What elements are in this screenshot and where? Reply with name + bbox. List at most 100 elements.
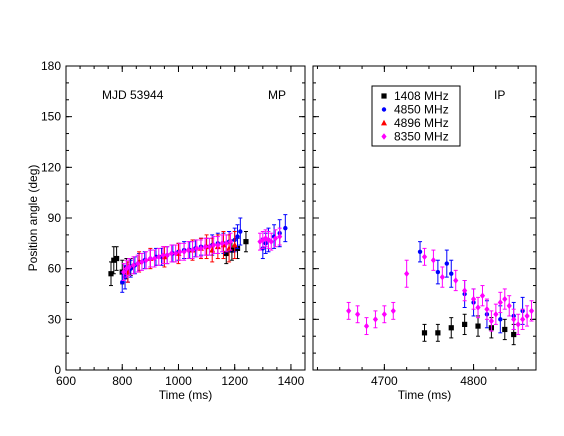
- left-plot-frame: [65, 65, 306, 371]
- data-point: [528, 307, 535, 315]
- y-tick-label: 0: [54, 363, 61, 377]
- series-1408-mhz: [421, 313, 517, 346]
- left-panel: 600 800 1000 1200 1400 0 30 60 90 120 150 180 Time (…: [26, 59, 306, 402]
- data-point: [156, 253, 162, 261]
- data-point: [231, 241, 238, 248]
- legend-marker-8350-mhz: [381, 133, 387, 140]
- data-point: [479, 292, 486, 299]
- legend-label-4896-mhz: 4896 MHz: [394, 116, 449, 130]
- data-point: [488, 317, 494, 325]
- data-point: [194, 245, 200, 252]
- data-point: [448, 325, 454, 331]
- data-point: [202, 243, 208, 250]
- data-point: [223, 240, 229, 247]
- data-point: [263, 235, 269, 242]
- y-axis-label: Position angle (deg): [26, 165, 40, 272]
- data-point: [147, 255, 153, 262]
- y-tick-label: 180: [41, 59, 61, 73]
- data-point: [160, 251, 166, 259]
- data-point: [243, 239, 249, 245]
- data-point: [164, 251, 170, 259]
- legend-marker-1408-mhz: [381, 93, 387, 99]
- data-point: [114, 255, 120, 262]
- data-point: [381, 311, 387, 318]
- data-point: [444, 261, 449, 266]
- data-point: [211, 241, 217, 249]
- data-point: [120, 279, 125, 285]
- series-8350-mhz: [121, 227, 283, 281]
- data-point: [524, 312, 530, 320]
- data-point: [421, 330, 428, 336]
- data-point: [502, 295, 508, 303]
- data-point: [430, 257, 437, 264]
- data-point: [206, 243, 212, 250]
- data-point: [372, 316, 379, 323]
- legend-label-8350-mhz: 8350 MHz: [394, 130, 449, 144]
- x-tick-label: 800: [112, 374, 132, 388]
- legend-marker-4850-mhz: [381, 107, 387, 112]
- data-point: [417, 249, 423, 254]
- data-point: [475, 304, 481, 311]
- series-4850-mhz: [120, 214, 288, 293]
- data-point: [151, 255, 158, 262]
- data-point: [449, 271, 454, 276]
- annotation-mp: MP: [268, 88, 286, 102]
- data-point: [177, 248, 183, 255]
- data-point: [198, 245, 204, 252]
- legend-box: [371, 85, 461, 147]
- data-point: [168, 250, 175, 257]
- legend-label-4850-mhz: 4850 MHz: [394, 103, 449, 117]
- data-point: [265, 236, 272, 244]
- x-tick-label: 1400: [278, 374, 305, 388]
- data-point: [511, 331, 517, 338]
- y-tick-label: 90: [48, 211, 62, 225]
- data-point: [475, 323, 481, 329]
- legend-label-1408-mhz: 1408 MHz: [394, 89, 449, 103]
- data-point: [189, 246, 196, 254]
- y-tick-label: 60: [48, 262, 62, 276]
- x-tick-label: 4700: [371, 374, 398, 388]
- data-point: [363, 322, 370, 330]
- data-point: [506, 302, 512, 310]
- annotation-mjd: MJD 53944: [102, 88, 164, 102]
- annotation-ip: IP: [494, 88, 505, 102]
- data-point: [498, 317, 503, 322]
- series-8350-mhz: [346, 247, 535, 336]
- data-point: [121, 268, 127, 276]
- data-point: [173, 250, 179, 257]
- data-point: [355, 311, 361, 318]
- data-point: [515, 321, 521, 328]
- data-point: [511, 316, 517, 323]
- x-tick-label: 1200: [221, 374, 248, 388]
- legend-marker-4896-mhz: [381, 119, 387, 126]
- data-point: [185, 246, 191, 254]
- data-point: [493, 311, 499, 318]
- data-point: [130, 262, 137, 269]
- data-point: [484, 306, 490, 313]
- x-tick-label: 1000: [165, 374, 192, 388]
- data-point: [462, 287, 468, 294]
- data-point: [108, 271, 114, 277]
- data-point: [283, 225, 288, 231]
- data-point: [268, 238, 274, 245]
- data-point: [435, 330, 441, 336]
- data-point: [453, 277, 459, 284]
- data-point: [435, 269, 441, 275]
- y-tick-label: 150: [41, 110, 61, 124]
- right-panel: 4700 4800 Time (ms) IP: [312, 65, 537, 402]
- data-point: [227, 238, 234, 245]
- data-point: [215, 241, 221, 249]
- data-point: [439, 273, 445, 281]
- data-point: [502, 326, 508, 333]
- data-point: [520, 316, 526, 323]
- data-point: [223, 250, 229, 257]
- data-point: [135, 260, 141, 267]
- data-point: [470, 295, 477, 303]
- data-point: [277, 233, 283, 240]
- data-point: [346, 307, 352, 315]
- data-point: [404, 270, 410, 277]
- x-axis-label: Time (ms): [159, 388, 213, 402]
- x-tick-label: 4800: [460, 374, 487, 388]
- data-point: [143, 257, 149, 264]
